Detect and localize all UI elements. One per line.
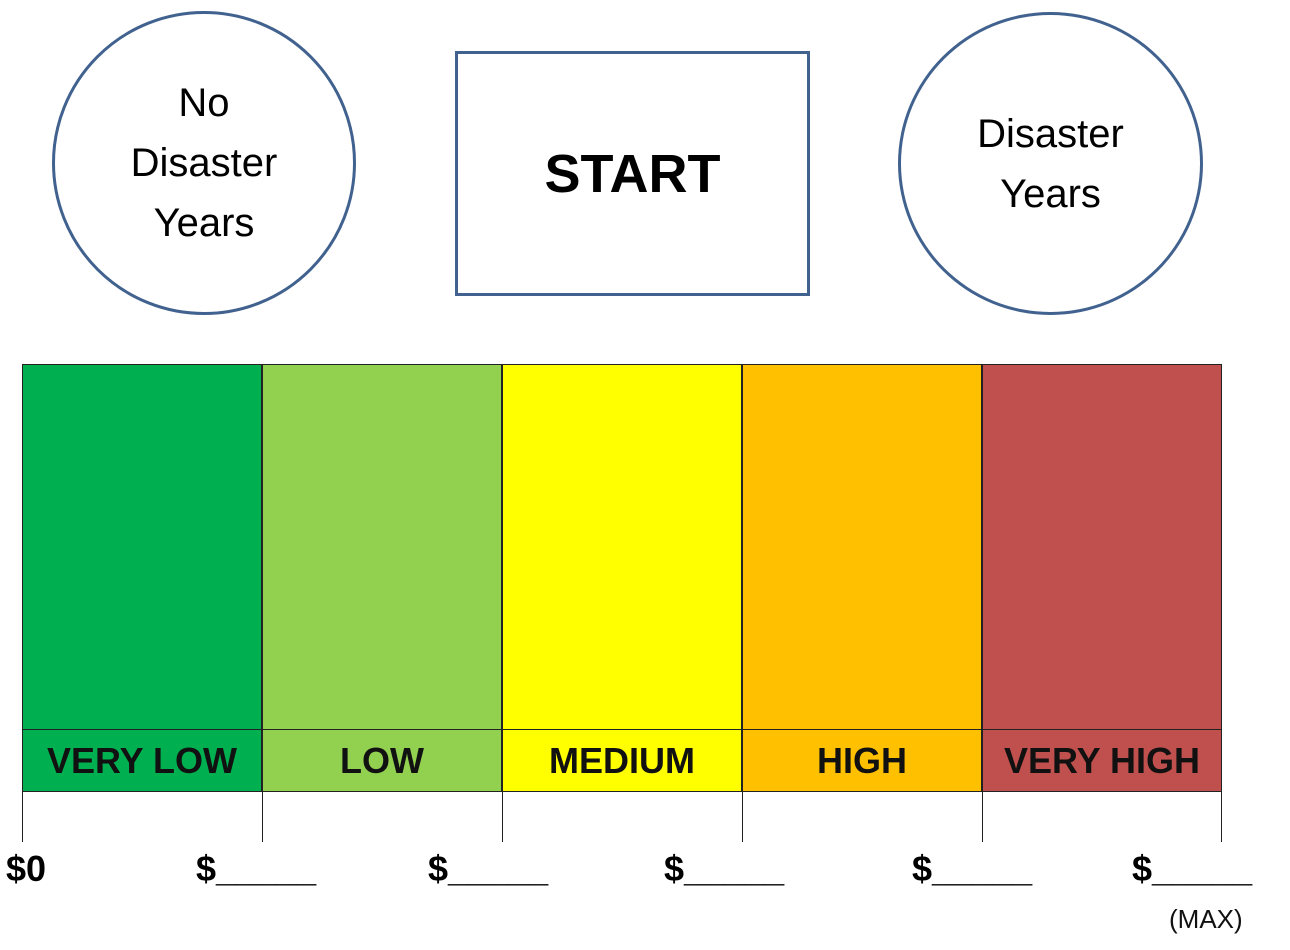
band-very-high: VERY HIGH	[982, 364, 1222, 792]
band-low-fill	[263, 365, 501, 730]
price-label-4: $_____	[912, 848, 1033, 889]
price-label-3: $_____	[664, 848, 785, 889]
max-note: (MAX)	[1169, 904, 1243, 934]
band-high: HIGH	[742, 364, 982, 792]
tick-1	[262, 792, 263, 842]
band-medium-label: MEDIUM	[549, 740, 695, 781]
band-very-high-fill	[983, 365, 1221, 730]
disaster-years-line-1: Disaster	[977, 111, 1124, 156]
disaster-years-circle: Disaster Years	[898, 12, 1203, 315]
no-disaster-years-circle: No Disaster Years	[52, 11, 356, 315]
band-very-high-label: VERY HIGH	[1003, 740, 1201, 781]
band-low: LOW	[262, 364, 502, 792]
no-disaster-years-line-2: Disaster	[130, 141, 278, 185]
price-label-0: $0	[6, 848, 47, 889]
price-label-5: $_____	[1132, 848, 1253, 889]
tick-4	[982, 792, 983, 842]
tick-3	[742, 792, 743, 842]
band-very-low: VERY LOW	[22, 364, 262, 792]
band-low-label: LOW	[340, 740, 424, 781]
price-label-2: $_____	[428, 848, 549, 889]
band-high-fill	[743, 365, 981, 730]
band-very-low-label: VERY LOW	[46, 740, 238, 781]
disaster-years-line-2: Years	[1000, 171, 1101, 216]
start-label: START	[544, 143, 721, 204]
no-disaster-years-line-1: No	[178, 81, 230, 125]
band-medium: MEDIUM	[502, 364, 742, 792]
price-label-1: $_____	[196, 848, 317, 889]
no-disaster-years-line-3: Years	[153, 201, 255, 245]
start-box: START	[455, 51, 810, 296]
tick-5	[1221, 792, 1222, 842]
band-high-label: HIGH	[817, 740, 907, 781]
tick-0	[22, 792, 23, 842]
tick-2	[502, 792, 503, 842]
band-medium-fill	[503, 365, 741, 730]
band-very-low-fill	[23, 365, 261, 730]
